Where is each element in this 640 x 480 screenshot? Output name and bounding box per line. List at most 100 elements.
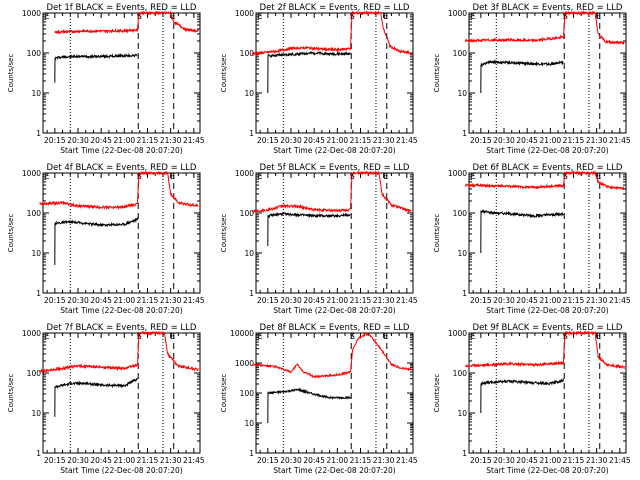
flag-start-s: S — [563, 172, 568, 181]
plot-frame — [468, 332, 627, 454]
plot-frame — [42, 332, 201, 454]
chart-title: Det 1f BLACK = Events, RED = LLD — [47, 3, 197, 13]
y-tick-label: 100 — [27, 49, 42, 58]
x-tick-label: 20:15 — [44, 456, 66, 465]
series-line-events — [480, 59, 564, 94]
x-tick-label: 20:45 — [516, 296, 538, 305]
x-tick-label: 21:45 — [183, 296, 205, 305]
y-tick-label: 1 — [249, 129, 254, 138]
flag-left-e: E — [44, 12, 49, 21]
x-tick-label: 21:45 — [183, 456, 205, 465]
x-tick-label: 20:15 — [44, 136, 66, 145]
chart-panel-1: Det 1f BLACK = Events, RED = LLD 1 10 100 10… — [7, 3, 205, 155]
flag-end-e: E — [383, 12, 388, 21]
y-tick-label: 1 — [249, 289, 254, 298]
series-line-events — [267, 387, 351, 424]
x-tick-label: 21:15 — [563, 136, 585, 145]
chart-panel-4: Det 4f BLACK = Events, RED = LLD 1 10 100 10… — [7, 163, 205, 315]
series-line-lld — [54, 10, 199, 35]
x-tick-label: 21:00 — [114, 136, 136, 145]
x-tick-label: 20:45 — [90, 136, 112, 145]
y-tick-label: 1000 — [22, 329, 41, 338]
y-axis-label: Counts/sec — [7, 214, 15, 253]
x-tick-label: 20:15 — [257, 136, 279, 145]
x-tick-label: 21:15 — [563, 296, 585, 305]
chart-panel-9: Det 9f BLACK = Events, RED = LLD 1 10 100 10… — [433, 323, 631, 475]
y-tick-label: 1000 — [235, 9, 254, 18]
flag-left-e: E — [470, 332, 475, 341]
x-tick-label: 20:30 — [493, 456, 515, 465]
x-tick-label: 20:30 — [67, 136, 89, 145]
flag-end-e: E — [383, 172, 388, 181]
chart-title: Det 8f BLACK = Events, RED = LLD — [260, 323, 410, 333]
series-line-events — [54, 216, 138, 266]
y-tick-label: 1000 — [448, 9, 467, 18]
flag-left-e: E — [257, 332, 262, 341]
y-tick-label: 100 — [453, 209, 468, 218]
chart-panel-8: Det 8f BLACK = Events, RED = LLD 1 10 100 10… — [220, 323, 418, 475]
x-tick-label: 21:30 — [160, 136, 182, 145]
chart-title: Det 5f BLACK = Events, RED = LLD — [260, 163, 410, 173]
series-line-lld — [465, 330, 625, 371]
flag-end-e: E — [596, 12, 601, 21]
plot-frame — [255, 12, 414, 134]
flag-start-s: S — [137, 12, 142, 21]
x-tick-label: 20:30 — [280, 136, 302, 145]
plot-frame — [255, 172, 414, 294]
x-tick-label: 21:45 — [609, 296, 631, 305]
y-tick-label: 10 — [244, 419, 254, 428]
chart-panel-7: Det 7f BLACK = Events, RED = LLD 1 10 100 10… — [7, 323, 205, 475]
y-axis-label: Counts/sec — [433, 374, 441, 413]
y-tick-label: 1000 — [235, 169, 254, 178]
flag-left-e: E — [257, 172, 262, 181]
chart-title: Det 7f BLACK = Events, RED = LLD — [47, 323, 197, 333]
y-tick-label: 100 — [453, 49, 468, 58]
series-line-lld — [39, 170, 199, 211]
series-line-lld — [464, 170, 625, 191]
y-tick-label: 1 — [36, 129, 41, 138]
x-tick-label: 20:45 — [90, 296, 112, 305]
x-tick-label: 20:15 — [257, 296, 279, 305]
plot-frame — [468, 172, 627, 294]
y-tick-label: 10 — [457, 89, 467, 98]
y-tick-label: 10 — [457, 249, 467, 258]
x-tick-label: 20:45 — [516, 456, 538, 465]
series-line-lld — [464, 10, 625, 46]
x-axis-label: Start Time (22-Dec-08 20:07:20) — [60, 306, 182, 315]
chart-panel-2: Det 2f BLACK = Events, RED = LLD 1 10 100 10… — [220, 3, 418, 155]
series-line-events — [480, 209, 564, 254]
x-tick-label: 21:45 — [609, 456, 631, 465]
y-tick-label: 100 — [240, 49, 255, 58]
x-tick-label: 21:30 — [586, 136, 608, 145]
plot-frame — [468, 12, 627, 134]
y-axis-label: Counts/sec — [7, 374, 15, 413]
x-tick-label: 20:45 — [516, 136, 538, 145]
x-tick-label: 21:00 — [114, 296, 136, 305]
chart-title: Det 9f BLACK = Events, RED = LLD — [473, 323, 623, 333]
y-tick-label: 1000 — [22, 169, 41, 178]
y-tick-label: 10 — [31, 409, 41, 418]
flag-end-e: E — [170, 12, 175, 21]
series-line-lld — [38, 330, 199, 374]
x-tick-label: 20:45 — [303, 296, 325, 305]
x-tick-label: 21:45 — [609, 136, 631, 145]
flag-end-e: E — [170, 172, 175, 181]
plot-frame — [42, 12, 201, 134]
x-tick-label: 21:45 — [183, 136, 205, 145]
flag-end-e: E — [383, 332, 388, 341]
x-tick-label: 21:15 — [563, 456, 585, 465]
x-tick-label: 21:00 — [327, 296, 349, 305]
x-tick-label: 21:30 — [586, 296, 608, 305]
y-tick-label: 100 — [27, 209, 42, 218]
y-tick-label: 1 — [36, 289, 41, 298]
x-axis-label: Start Time (22-Dec-08 20:07:20) — [60, 146, 182, 155]
y-tick-label: 100 — [453, 369, 468, 378]
y-axis-label: Counts/sec — [220, 54, 228, 93]
plot-frame — [42, 172, 201, 294]
y-axis-label: Counts/sec — [433, 54, 441, 93]
y-tick-label: 10000 — [230, 329, 254, 338]
series-line-lld — [251, 170, 412, 214]
x-tick-label: 21:30 — [160, 456, 182, 465]
y-tick-label: 1 — [462, 449, 467, 458]
